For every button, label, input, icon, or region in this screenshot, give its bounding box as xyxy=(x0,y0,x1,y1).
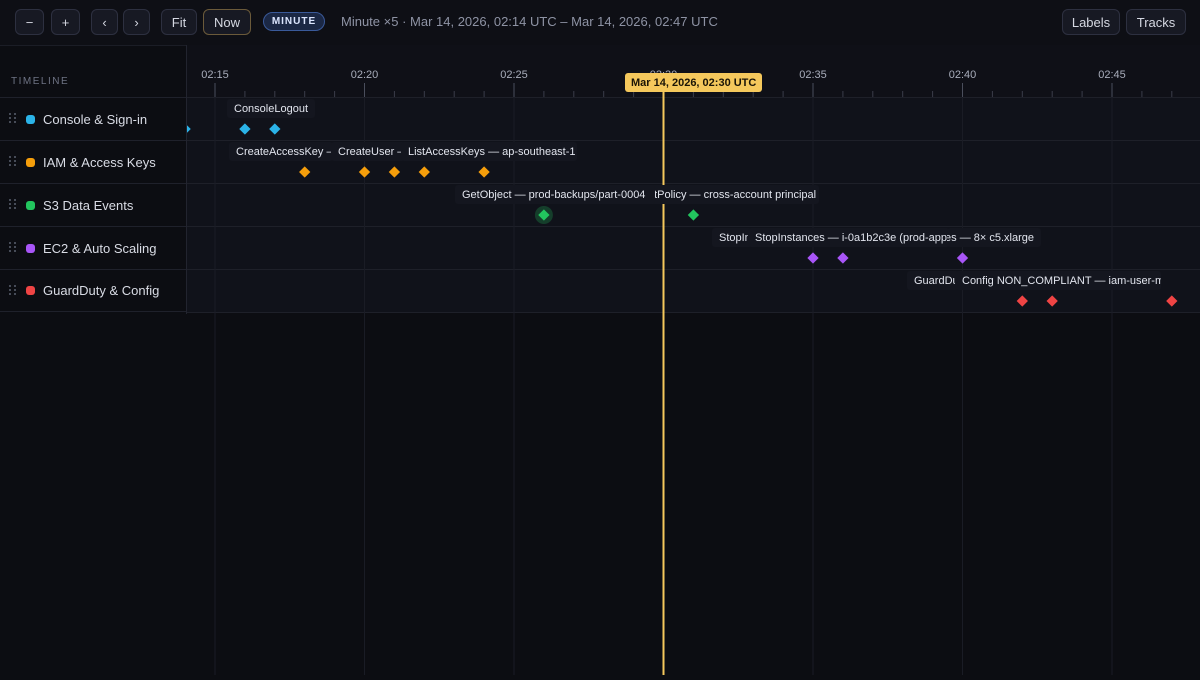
event-marker[interactable] xyxy=(837,252,849,264)
drag-handle-icon[interactable] xyxy=(9,284,17,297)
track-band xyxy=(187,226,1200,269)
event-marker[interactable] xyxy=(418,166,430,178)
cursor-time-label: Mar 14, 2026, 02:30 UTC xyxy=(625,73,763,92)
track-row-ec2[interactable]: EC2 & Auto Scaling xyxy=(0,226,186,269)
track-band xyxy=(187,97,1200,140)
toolbar: − + ‹ › Fit Now MINUTE Minute ×5 · Mar 1… xyxy=(0,0,1200,46)
scale-badge[interactable]: MINUTE xyxy=(263,12,325,31)
axis-tick-label: 02:35 xyxy=(799,69,827,81)
track-color-dot-icon xyxy=(26,243,35,253)
event-marker[interactable] xyxy=(299,166,311,178)
event-label[interactable]: CreateAccessKey — ap-southeast-1 xyxy=(229,142,333,161)
axis-tick-label: 02:15 xyxy=(201,69,229,81)
visible-range-text: Minute ×5 · Mar 14, 2026, 02:14 UTC – Ma… xyxy=(341,14,718,29)
track-color-dot-icon xyxy=(26,114,35,124)
drag-handle-icon[interactable] xyxy=(9,242,17,254)
track-label: Console & Sign-in xyxy=(43,111,148,127)
next-button[interactable]: › xyxy=(123,9,150,35)
timeline-title: TIMELINE xyxy=(11,76,70,87)
track-list-panel: TIMELINE Console & Sign-in IAM & Access … xyxy=(0,45,187,314)
track-label: IAM & Access Keys xyxy=(43,154,156,170)
event-label[interactable]: CreateUser — ap-southeast-1 xyxy=(331,142,405,161)
event-marker[interactable] xyxy=(239,123,251,135)
zoom-out-button[interactable]: − xyxy=(15,9,44,35)
drag-handle-icon[interactable] xyxy=(9,156,17,168)
track-row-console[interactable]: Console & Sign-in xyxy=(0,97,186,140)
event-label[interactable]: Config NON_COMPLIANT — iam-user-mfa xyxy=(955,271,1161,290)
drag-handle-icon[interactable] xyxy=(9,113,17,125)
track-row-iam[interactable]: IAM & Access Keys xyxy=(0,140,186,183)
track-label: EC2 & Auto Scaling xyxy=(43,240,157,256)
event-label[interactable]: ListAccessKeys — ap-southeast-1 xyxy=(401,142,577,161)
event-label[interactable]: StopInstances — i-0a1b2c3e (prod-app) xyxy=(748,228,950,247)
track-color-dot-icon xyxy=(26,286,35,295)
event-marker[interactable] xyxy=(1166,295,1178,307)
track-color-dot-icon xyxy=(26,200,35,210)
track-color-dot-icon xyxy=(26,157,35,167)
event-marker[interactable] xyxy=(1016,295,1028,307)
event-marker[interactable] xyxy=(1046,295,1058,307)
track-row-s3[interactable]: S3 Data Events xyxy=(0,183,186,226)
track-label: GuardDuty & Config xyxy=(43,283,160,298)
event-marker[interactable] xyxy=(687,209,700,221)
event-marker[interactable] xyxy=(538,209,550,221)
event-label[interactable]: RunInstances — 8× c5.xlarge xyxy=(947,228,1041,247)
zoom-in-button[interactable]: + xyxy=(51,9,80,35)
event-marker[interactable] xyxy=(807,252,819,264)
track-label: S3 Data Events xyxy=(43,197,134,213)
previous-button[interactable]: ‹ xyxy=(91,9,118,35)
fit-button[interactable]: Fit xyxy=(161,9,197,35)
axis-tick-label: 02:40 xyxy=(949,69,977,81)
axis-tick-label: 02:45 xyxy=(1098,69,1126,81)
event-marker[interactable] xyxy=(956,252,969,264)
event-label[interactable]: GetObject — prod-backups/part-0004 xyxy=(455,185,655,204)
tracks-button[interactable]: Tracks xyxy=(1126,9,1186,35)
event-marker[interactable] xyxy=(269,123,281,135)
event-label[interactable]: ConsoleLogout xyxy=(227,99,315,118)
event-label[interactable]: GuardDuty finding xyxy=(907,271,959,290)
axis-tick-label: 02:20 xyxy=(351,69,379,81)
now-button[interactable]: Now xyxy=(203,9,251,35)
track-row-guardduty[interactable]: GuardDuty & Config xyxy=(0,269,186,312)
event-label[interactable]: StopInstances — i-0a1b2c3e xyxy=(712,228,752,247)
drag-handle-icon[interactable] xyxy=(9,199,17,211)
labels-button[interactable]: Labels xyxy=(1062,9,1120,35)
axis-tick-label: 02:25 xyxy=(500,69,528,81)
